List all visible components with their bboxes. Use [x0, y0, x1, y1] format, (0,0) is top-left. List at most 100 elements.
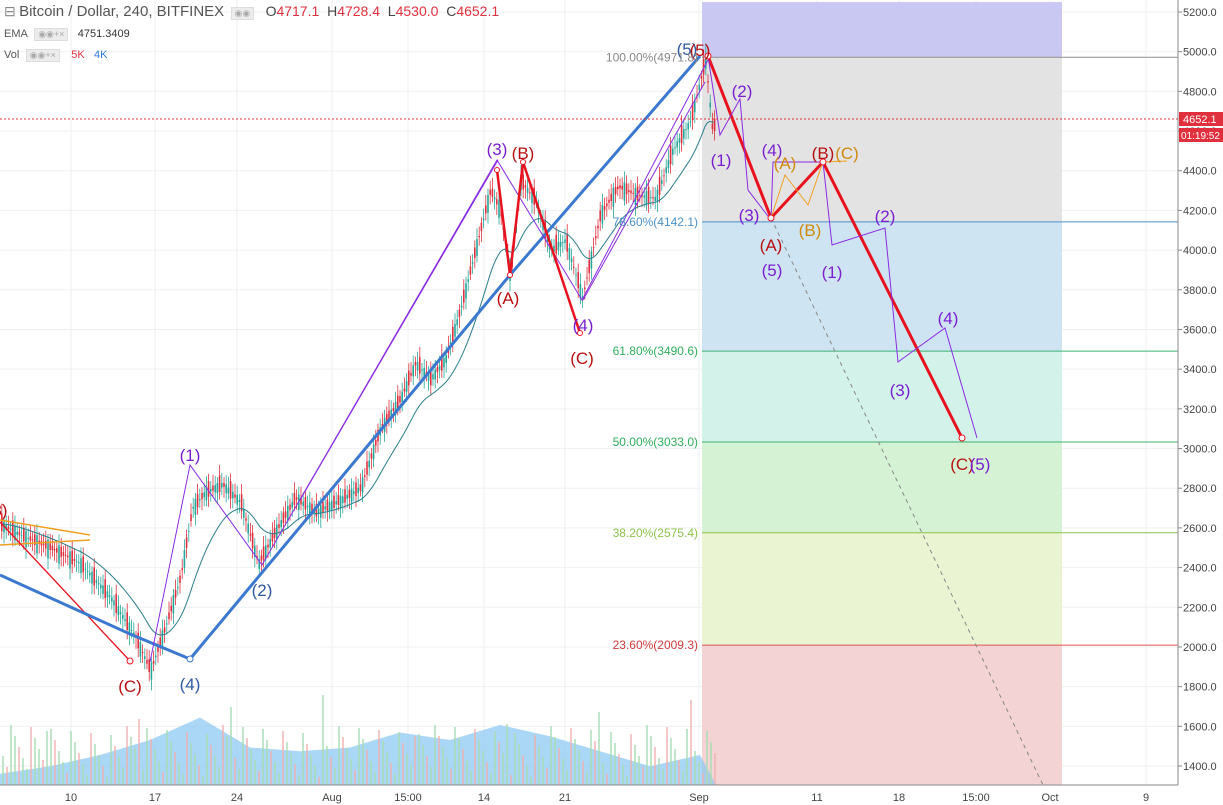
purple-channel-upper-2 — [582, 81, 706, 301]
x-tick-label: 15:00 — [394, 792, 422, 804]
orange-abc — [770, 160, 848, 219]
volume-histogram — [0, 695, 716, 785]
ohlc-values: O4717.1 H4728.4 L4530.0 C4652.1 — [265, 3, 500, 19]
ema-line — [0, 120, 714, 636]
symbol-row: ⊟ Bitcoin / Dollar, 240, BITFINEX ◉◉ O47… — [4, 3, 499, 20]
ema-controls-icon[interactable]: ◉◉+× — [34, 28, 69, 41]
countdown-text: 01:19:52 — [1181, 131, 1220, 142]
wave-label: (C) — [570, 349, 594, 368]
wave-label: (A) — [760, 236, 783, 255]
x-tick-label: 9 — [1143, 792, 1149, 804]
wave-label: (3) — [487, 140, 508, 159]
wave-label: (B) — [799, 221, 822, 240]
fib-zone — [702, 221, 1062, 352]
purple-channel-upper — [299, 159, 499, 501]
y-tick-label: 1800.0 — [1183, 682, 1217, 694]
wave-label: (4) — [762, 141, 783, 160]
y-tick-label: 2200.0 — [1183, 602, 1217, 614]
wave-label: (3) — [739, 206, 760, 225]
x-tick-label: 24 — [231, 792, 243, 804]
red-wave-left — [0, 521, 131, 662]
wave-label: (C) — [118, 677, 142, 696]
ema-row: EMA ◉◉+× 4751.3409 — [4, 26, 130, 41]
time-axis[interactable]: 10 17 24 Aug 15:00 14 21 Sep 11 18 15:00 Oct 9 — [0, 784, 1223, 805]
ema-label: EMA — [4, 28, 28, 40]
wave-label: (4) — [938, 309, 959, 328]
wave-label: (5) — [762, 261, 783, 280]
wave-label: 3) — [0, 501, 8, 520]
wave-label: (1) — [822, 263, 843, 282]
y-tick-label: 3000.0 — [1183, 444, 1217, 456]
x-tick-label: Aug — [322, 792, 342, 804]
x-tick-label: 14 — [478, 792, 490, 804]
x-tick-label: 10 — [65, 792, 77, 804]
vol-value-b: 4K — [94, 49, 108, 61]
y-tick-label: 2800.0 — [1183, 483, 1217, 495]
wave-label: (5) — [677, 40, 698, 59]
y-tick-label: 3400.0 — [1183, 364, 1217, 376]
wave-label: (4) — [573, 316, 594, 335]
elliott-wave-drawings[interactable] — [0, 52, 1044, 786]
fib-level-labels: 100.00%(4971.8) 78.60%(4142.1) 61.80%(3490… — [606, 50, 698, 652]
y-tick-label: 4400.0 — [1183, 166, 1217, 178]
y-tick-label: 3600.0 — [1183, 324, 1217, 336]
wave-label: (2) — [732, 82, 753, 101]
x-tick-label: 17 — [149, 792, 161, 804]
y-tick-label: 2400.0 — [1183, 563, 1217, 575]
x-tick-label: 11 — [811, 792, 822, 804]
wave-annotations: 3)(C)(1)(2)(4)(3)(B)(A)(4)(C)(5)(5)(2)(1… — [0, 40, 990, 696]
blue-wave-line-1 — [0, 573, 191, 661]
vol-value-a: 5K — [71, 49, 85, 61]
current-price-text: 4652.1 — [1183, 114, 1217, 126]
fib-zone — [702, 2, 1062, 58]
wave-label: (2) — [252, 581, 273, 600]
current-price-badge — [1179, 112, 1223, 126]
fib-label: 38.20%(2575.4) — [613, 526, 698, 540]
wave-label: (A) — [497, 289, 520, 308]
wave-label: (C) — [950, 455, 974, 474]
wave-label: (5) — [970, 455, 991, 474]
wave-label: (C) — [835, 144, 859, 163]
vol-controls-icon[interactable]: ◉◉+× — [25, 49, 60, 62]
price-axis[interactable]: 5200.05000.04800.04600.04400.04200.04000… — [1177, 0, 1223, 805]
fib-label: 61.80%(3490.6) — [613, 344, 698, 358]
x-tick-label: Oct — [1041, 792, 1058, 804]
dashed-projection — [770, 217, 1044, 786]
y-tick-label: 4800.0 — [1183, 86, 1217, 98]
y-tick-label: 5200.0 — [1183, 7, 1217, 19]
fib-retracement-zones — [702, 2, 1062, 785]
purple-forecast-1 — [707, 55, 772, 221]
fib-zone — [702, 645, 1062, 785]
y-tick-label: 5000.0 — [1183, 47, 1217, 59]
symbol-title: Bitcoin / Dollar, 240, BITFINEX — [19, 3, 225, 20]
volume-row: Vol ◉◉+× 5K 4K — [4, 47, 107, 62]
symbol-settings-icon[interactable]: ◉◉ — [230, 7, 255, 20]
wave-label: (A) — [774, 154, 797, 173]
y-tick-label: 3800.0 — [1183, 285, 1217, 297]
y-tick-label: 1400.0 — [1183, 761, 1217, 773]
x-tick-label: 15:00 — [962, 792, 990, 804]
ema-value: 4751.3409 — [77, 28, 130, 40]
wave-label: (4) — [180, 675, 201, 694]
x-tick-label: 18 — [893, 792, 905, 804]
fib-level-lines — [702, 56, 1178, 646]
wave-label: (B) — [512, 144, 535, 163]
fib-zone — [702, 532, 1062, 646]
wave-label: (5) — [690, 41, 711, 60]
countdown-badge — [1179, 128, 1223, 142]
triangle-upper-line — [0, 519, 91, 536]
fib-label: 100.00%(4971.8) — [606, 50, 698, 64]
fib-zone — [702, 57, 1062, 222]
wave-label: (2) — [875, 207, 896, 226]
wave-label: (3) — [890, 381, 911, 400]
purple-impulse — [149, 59, 709, 663]
fib-zone — [702, 351, 1062, 442]
red-abc-mid — [495, 161, 582, 334]
wave-label: (1) — [711, 151, 732, 170]
triangle-lower-line — [0, 539, 91, 546]
collapse-icon[interactable]: ⊟ — [4, 3, 16, 19]
y-tick-label: 2000.0 — [1183, 642, 1217, 654]
y-tick-label: 4000.0 — [1183, 245, 1217, 257]
wave-label: (1) — [180, 446, 201, 465]
